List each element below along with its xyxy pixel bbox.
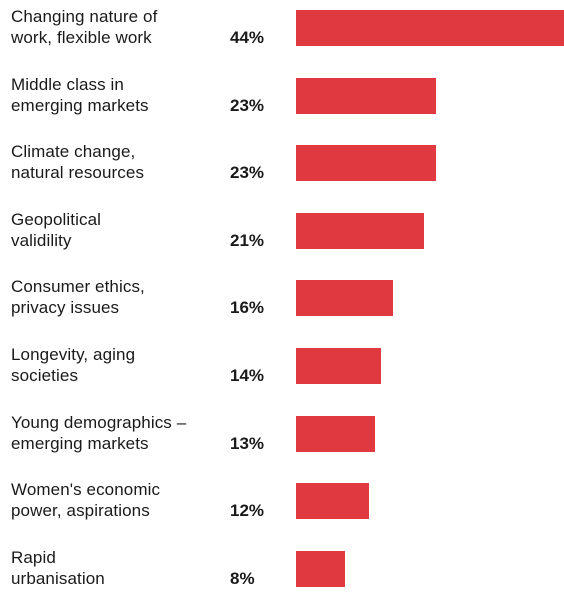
bar [296, 10, 564, 46]
value-label: 16% [230, 298, 265, 318]
category-label: Middle class in emerging markets [11, 74, 231, 116]
bar [296, 550, 345, 587]
category-label-line: emerging markets [11, 95, 149, 115]
category-label: Rapid urbanisation [11, 547, 231, 589]
bar [296, 415, 375, 452]
value-label: 13% [230, 433, 265, 453]
category-label: Women's economic power, aspirations [11, 479, 231, 521]
category-label-line: Middle class in [11, 74, 124, 94]
category-label-line: societies [11, 366, 79, 385]
bar [296, 280, 393, 317]
category-label: Longevity, aging societies [11, 344, 231, 386]
category-label-line: Young demographics – [11, 412, 187, 432]
chart-row: Consumer ethics, privacy issues 16% [0, 276, 564, 336]
category-label: Consumer ethics, privacy issues [11, 276, 231, 318]
chart-row: Rapid urbanisation 8% [0, 547, 564, 607]
chart-row: Geopolitical validility 21% [0, 209, 564, 269]
category-label-line: emerging markets [11, 433, 149, 453]
category-label-line: privacy issues [11, 298, 120, 318]
horizontal-bar-chart: Changing nature of work, flexible work 44%… [0, 6, 564, 588]
bar [296, 212, 424, 249]
bar [296, 145, 436, 182]
category-label-line: power, aspirations [11, 501, 150, 521]
category-label: Geopolitical validility [11, 209, 231, 251]
value-label: 12% [230, 501, 265, 521]
value-label: 8% [230, 568, 255, 588]
category-label-line: Geopolitical [11, 209, 102, 229]
category-label-line: Women's economic [11, 480, 161, 500]
bar [296, 348, 381, 384]
value-label: 23% [230, 163, 265, 183]
category-label-line: Consumer ethics, [11, 277, 145, 297]
chart-row: Longevity, aging societies 14% [0, 344, 564, 404]
category-label-line: validility [11, 230, 72, 250]
bar [296, 483, 369, 520]
chart-row: Climate change, natural resources 23% [0, 141, 564, 201]
chart-row: Changing nature of work, flexible work 44% [0, 6, 564, 66]
category-label-line: Changing nature of [11, 7, 158, 26]
value-label: 23% [230, 95, 265, 115]
category-label-line: Climate change, [11, 142, 136, 162]
chart-row: Young demographics – emerging markets 13% [0, 412, 564, 472]
category-label-line: Longevity, aging [11, 345, 136, 364]
chart-row: Women's economic power, aspirations 12% [0, 479, 564, 539]
value-label: 14% [230, 366, 265, 385]
category-label-line: Rapid [11, 547, 56, 567]
chart-row: Middle class in emerging markets 23% [0, 74, 564, 134]
category-label-line: natural resources [11, 163, 145, 183]
value-label: 21% [230, 230, 265, 250]
category-label-line: work, flexible work [11, 28, 152, 47]
category-label-line: urbanisation [11, 568, 105, 588]
bar [296, 77, 436, 114]
value-label: 44% [230, 28, 265, 47]
category-label: Climate change, natural resources [11, 141, 231, 183]
category-label: Young demographics – emerging markets [11, 412, 231, 454]
category-label: Changing nature of work, flexible work [11, 6, 231, 48]
